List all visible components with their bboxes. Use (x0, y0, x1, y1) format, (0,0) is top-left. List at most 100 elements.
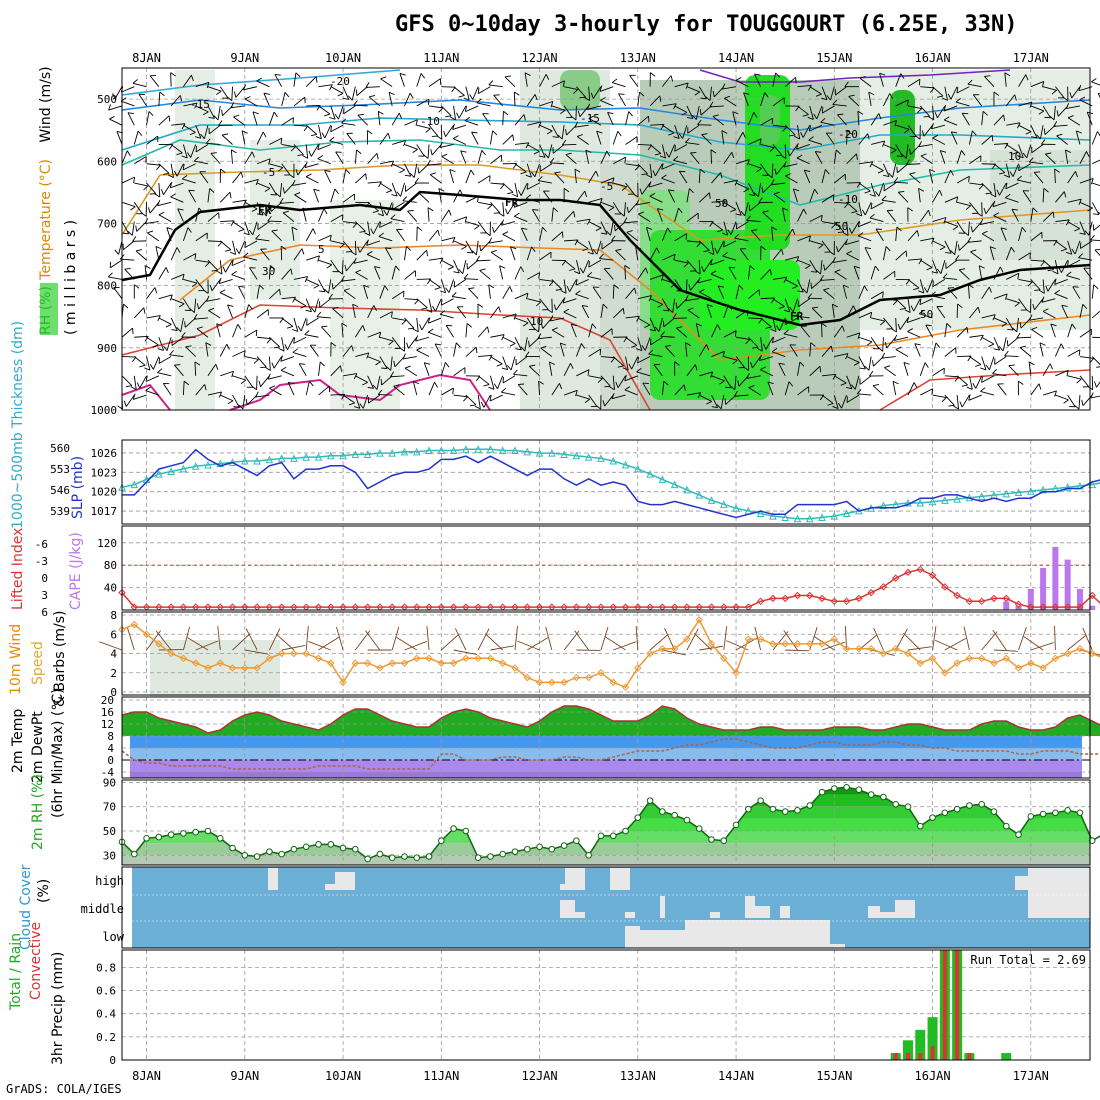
wind-barb (932, 217, 947, 223)
wind-barb (698, 260, 701, 275)
wind-barb (317, 144, 331, 151)
wind-barb (310, 144, 319, 157)
lifted-index-line (121, 568, 1100, 608)
wind-barb (220, 220, 235, 223)
precip-convective-bar (967, 1053, 972, 1060)
wind-barb-flag (419, 324, 423, 331)
wind-barb (661, 227, 669, 242)
wind-barb-flag (1065, 102, 1070, 109)
wind-barb-flag (819, 275, 824, 281)
grads-credit: GrADS: COLA/IGES (6, 1082, 122, 1096)
wind-barb-flag (585, 149, 592, 153)
wind-barb-flag (742, 132, 746, 138)
wind-barb-flag (665, 345, 672, 347)
wind-barb-flag (367, 130, 373, 135)
wind10m-barb (686, 628, 699, 651)
wind-barb-flag (998, 172, 1005, 175)
wind-barb (784, 76, 796, 87)
wind-barb-flag (388, 340, 394, 346)
wind-barb (895, 250, 907, 261)
wind-barb-flag (488, 237, 493, 244)
wind-barb (110, 259, 123, 269)
thickness-point (634, 464, 642, 473)
wind-barb-flag (1056, 133, 1063, 137)
wind-barb-flag (565, 129, 567, 136)
wind10m-speed-point (400, 659, 409, 667)
wind-barb (588, 348, 601, 357)
wind-barb-flag (879, 72, 886, 76)
wind-barb-flag (489, 395, 492, 402)
wind-barb-flag (632, 193, 639, 198)
wind-barb (897, 191, 909, 203)
wind-barb-flag (295, 169, 299, 176)
wind-barb-flag (684, 295, 689, 301)
wind10m-barb (391, 626, 400, 651)
wind-barb (404, 144, 418, 150)
wind-barb (280, 369, 295, 377)
wind10m-speed-point (597, 669, 605, 677)
wind10m-speed-point (634, 664, 642, 672)
wind-barb-flag (354, 406, 361, 409)
wind-barb-flag (210, 152, 217, 154)
wind-barb-flag (262, 211, 267, 217)
wind-barb-flag (243, 350, 246, 357)
wind10m-speed-point (302, 649, 310, 658)
wind-barb (1091, 81, 1100, 86)
wind-barb (637, 356, 651, 364)
wind-barb (539, 144, 546, 158)
rh-tick: 30 (103, 849, 116, 862)
wind-barb-flag (1075, 171, 1078, 178)
wind-barb (121, 327, 133, 338)
wind-barb (1079, 328, 1092, 338)
wind-barb (993, 215, 1007, 222)
wind-barb-flag (230, 102, 235, 108)
wind-barb-flag (509, 286, 513, 293)
wind-barb (993, 337, 1001, 351)
wind10m-ylabel-part: Speed (30, 641, 46, 685)
wind-barb (488, 284, 491, 299)
pressure-tick: 900 (97, 342, 117, 355)
wind-barb-flag (297, 325, 302, 332)
wind-barb (624, 265, 626, 280)
wind-barb (135, 250, 147, 261)
wind-barb-flag (438, 107, 444, 113)
slp-tick: 1017 (91, 505, 118, 518)
wind-barb-flag (312, 228, 316, 235)
thickness-point (400, 447, 409, 456)
wind-barb (969, 182, 984, 186)
wind-barb (527, 298, 541, 303)
slp-ylabel: SLP (mb) (70, 456, 86, 519)
wind10m-barb (245, 628, 258, 651)
wind-barb (465, 195, 479, 203)
wind-barb-flag (750, 362, 753, 368)
contour-label: -15 (190, 98, 210, 111)
wind-barb-flag (930, 291, 936, 297)
wind-barb (811, 307, 823, 319)
wind-barb (588, 394, 598, 407)
wind-barb-flag (926, 267, 933, 271)
cloud-block (745, 906, 770, 918)
wind-barb (216, 323, 221, 338)
pressure-tick: 600 (97, 155, 117, 168)
wind-barb-flag (241, 130, 248, 134)
wind-barb-flag (255, 179, 259, 186)
wind-barb (330, 393, 345, 396)
contour-label: 5 (318, 243, 325, 256)
wind-barb-flag (783, 161, 787, 168)
wind-barb (884, 367, 896, 377)
wind-barb (537, 180, 552, 184)
wind-barb (355, 272, 368, 280)
wind-barb-flag (1090, 392, 1094, 399)
wind-barb-flag (635, 199, 640, 206)
wind-barb (919, 313, 933, 319)
wind-barb-flag (1028, 361, 1035, 366)
li-tick: -6 (35, 538, 48, 551)
wind-barb (391, 182, 398, 197)
wind-barb-flag (1038, 289, 1045, 294)
wind-barb-flag (665, 151, 670, 158)
wind-barb (121, 375, 133, 387)
wind-barb-flag (663, 309, 670, 312)
wind-barb (335, 151, 344, 164)
wind-barb (760, 144, 775, 149)
temp-ylabel-part: 2m Temp (10, 709, 26, 773)
